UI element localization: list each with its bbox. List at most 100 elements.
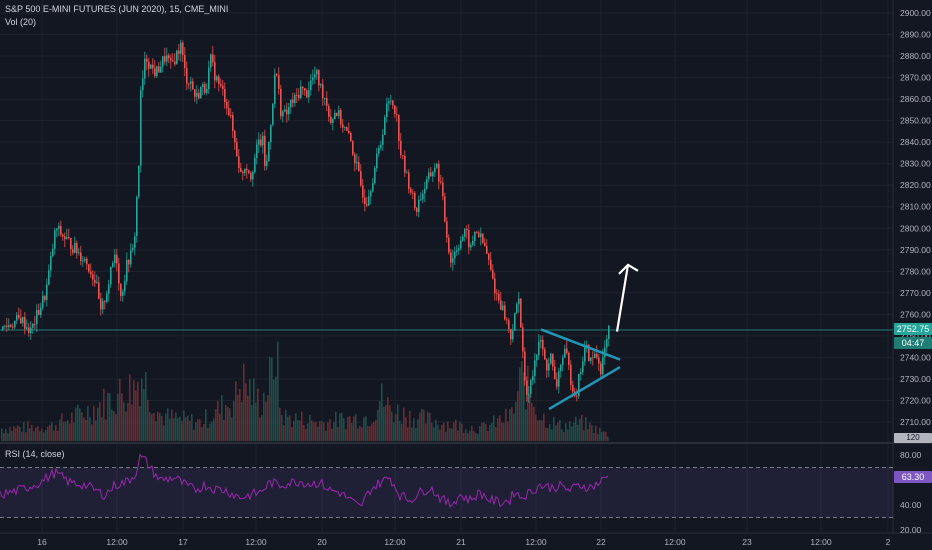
volume-bar xyxy=(141,378,143,441)
candle-body xyxy=(426,179,428,189)
candle-body xyxy=(536,355,538,361)
volume-bar xyxy=(301,411,303,441)
candle-body xyxy=(454,251,456,259)
volume-bar xyxy=(195,422,197,441)
volume-bar xyxy=(43,432,45,441)
volume-bar xyxy=(63,422,65,441)
candle-body xyxy=(504,305,506,320)
rsi-legend[interactable]: RSI (14, close) xyxy=(5,449,65,459)
candle-body xyxy=(94,279,96,283)
volume-bar xyxy=(137,381,139,441)
candle-body xyxy=(26,327,28,329)
time-tick-label: 21 xyxy=(456,537,466,547)
candle-body xyxy=(74,242,76,253)
candle-body xyxy=(20,317,22,324)
candle-body xyxy=(424,188,426,194)
candle-body xyxy=(116,254,118,264)
price-tick-label: 2730.00 xyxy=(900,374,931,384)
candle-body xyxy=(506,319,508,321)
price-tick-label: 2900.00 xyxy=(900,8,931,18)
volume-bar xyxy=(431,422,433,441)
symbol-legend[interactable]: S&P 500 E-MINI FUTURES (JUN 2020), 15, C… xyxy=(5,4,229,14)
candle-body xyxy=(386,103,388,118)
candle-body xyxy=(420,199,422,201)
candle-body xyxy=(24,317,26,329)
candle-body xyxy=(170,58,172,61)
volume-bar xyxy=(449,428,451,441)
volume-bar xyxy=(433,427,435,441)
volume-bar xyxy=(45,430,47,441)
candle-body xyxy=(412,192,414,194)
volume-bar xyxy=(151,414,153,441)
candle-body xyxy=(250,172,252,180)
rsi-tick-label: 20.00 xyxy=(900,525,922,535)
candle-body xyxy=(328,105,330,117)
volume-bar xyxy=(55,424,57,441)
volume-bar xyxy=(207,427,209,441)
candle-body xyxy=(246,168,248,171)
candle-body xyxy=(520,298,522,328)
candle-body xyxy=(558,371,560,387)
volume-bar xyxy=(317,426,319,441)
time-tick-label: 12:00 xyxy=(664,537,686,547)
candle-body xyxy=(302,86,304,89)
price-tick-label: 2880.00 xyxy=(900,51,931,61)
candle-body xyxy=(248,170,250,173)
volume-bar xyxy=(409,410,411,441)
volume-bar xyxy=(553,416,555,441)
volume-bar xyxy=(233,400,235,441)
volume-bar xyxy=(87,406,89,441)
volume-bar xyxy=(253,378,255,441)
volume-bar xyxy=(521,361,523,441)
volume-bar xyxy=(261,415,263,441)
candle-body xyxy=(472,240,474,246)
candle-body xyxy=(364,197,366,205)
volume-bar xyxy=(113,411,115,441)
volume-bar xyxy=(483,422,485,441)
volume-bar xyxy=(555,425,557,441)
volume-bar xyxy=(569,421,571,441)
volume-bar xyxy=(437,424,439,441)
volume-bar xyxy=(273,379,275,441)
candle-body xyxy=(138,165,140,197)
candle-body xyxy=(176,50,178,65)
volume-legend[interactable]: Vol (20) xyxy=(5,17,37,27)
candle-body xyxy=(334,112,336,120)
volume-bar xyxy=(335,411,337,441)
volume-bar xyxy=(461,423,463,441)
volume-bar xyxy=(75,407,77,441)
candle-body xyxy=(450,252,452,263)
candle-body xyxy=(202,84,204,88)
volume-bars xyxy=(1,341,609,441)
candle-body xyxy=(604,347,606,358)
candle-body xyxy=(238,156,240,168)
volume-bar xyxy=(91,424,93,441)
volume-bar xyxy=(443,422,445,441)
candle-body xyxy=(490,259,492,270)
volume-bar xyxy=(305,429,307,441)
volume-bar xyxy=(329,419,331,441)
candle-body xyxy=(526,380,528,395)
candle-body xyxy=(542,339,544,350)
volume-bar xyxy=(419,412,421,441)
volume-bar xyxy=(313,422,315,441)
candle-body xyxy=(84,258,86,261)
volume-bar xyxy=(591,425,593,441)
candle-body xyxy=(524,351,526,381)
volume-bar xyxy=(463,432,465,441)
candle-body xyxy=(262,135,264,146)
candle-body xyxy=(354,154,356,164)
volume-bar xyxy=(103,388,105,441)
candle-body xyxy=(344,127,346,128)
candle-body xyxy=(416,207,418,213)
candle-body xyxy=(222,85,224,90)
candle-body xyxy=(144,58,146,79)
candle-body xyxy=(142,78,144,91)
candle-body xyxy=(548,363,550,371)
candle-body xyxy=(444,196,446,222)
price-tick-label: 2800.00 xyxy=(900,223,931,233)
volume-bar xyxy=(563,431,565,441)
candle-body xyxy=(82,260,84,262)
volume-bar xyxy=(199,419,201,441)
